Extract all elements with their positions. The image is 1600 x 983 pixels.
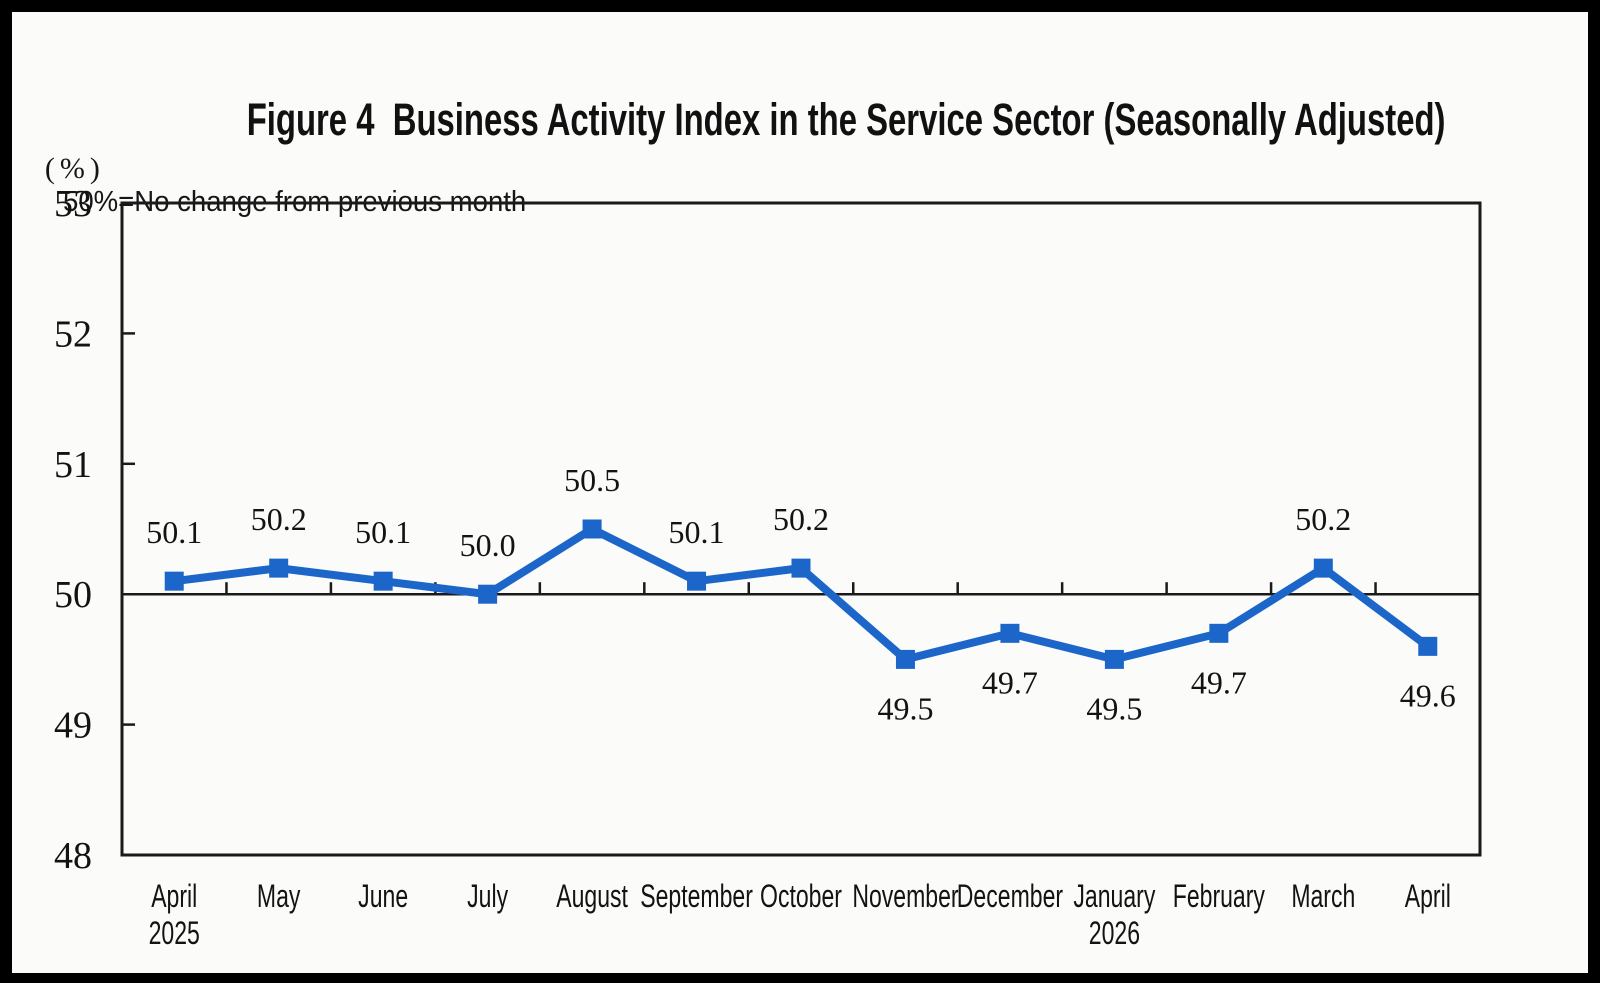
- y-tick-label: 51: [54, 444, 92, 486]
- data-point-label: 50.5: [564, 462, 620, 498]
- x-tick-label: April: [151, 878, 197, 914]
- y-tick-label: 52: [54, 313, 92, 355]
- data-point-marker: [1000, 623, 1020, 643]
- data-point-marker: [1209, 623, 1229, 643]
- data-point-marker: [1313, 558, 1333, 578]
- data-point-label: 49.5: [877, 690, 933, 726]
- data-point-marker: [1418, 636, 1438, 656]
- data-point-label: 49.7: [1191, 664, 1247, 700]
- x-tick-label: April: [1405, 878, 1451, 914]
- x-tick-label: December: [957, 878, 1063, 914]
- figure-page-background: [12, 12, 1588, 973]
- data-point-label: 50.2: [1295, 501, 1351, 537]
- x-tick-label: May: [257, 878, 301, 914]
- x-tick-label: June: [358, 878, 408, 914]
- data-point-label: 50.0: [460, 527, 516, 563]
- y-tick-label: 50: [54, 574, 92, 616]
- x-year-label: 2026: [1089, 915, 1140, 951]
- data-point-marker: [269, 558, 289, 578]
- x-tick-label: January: [1073, 878, 1155, 914]
- data-point-marker: [164, 571, 184, 591]
- data-point-label: 50.2: [773, 501, 829, 537]
- data-point-label: 50.1: [146, 514, 202, 550]
- figure-title: Figure 4 Business Activity Index in the …: [0, 42, 1600, 146]
- plot-frame: [120, 201, 1482, 857]
- x-tick-label: July: [467, 878, 508, 914]
- data-point-marker: [478, 584, 498, 604]
- x-tick-label: March: [1291, 878, 1355, 914]
- data-point-marker: [791, 558, 811, 578]
- data-point-label: 49.6: [1400, 677, 1456, 713]
- data-point-label: 50.2: [251, 501, 307, 537]
- data-point-label: 50.1: [355, 514, 411, 550]
- x-tick-label: September: [640, 878, 753, 914]
- y-tick-label: 49: [54, 705, 92, 747]
- x-tick-label: February: [1173, 878, 1265, 914]
- data-point-label: 49.5: [1086, 690, 1142, 726]
- x-tick-label: October: [760, 878, 842, 914]
- figure-title-text: Figure 4 Business Activity Index in the …: [246, 94, 1446, 145]
- x-tick-label: August: [556, 878, 628, 914]
- data-point-marker: [687, 571, 707, 591]
- data-point-label: 49.7: [982, 664, 1038, 700]
- data-point-label: 50.1: [669, 514, 725, 550]
- x-year-label: 2025: [149, 915, 200, 951]
- data-point-marker: [373, 571, 393, 591]
- y-axis-unit-label: (%): [44, 152, 105, 185]
- data-point-marker: [1104, 649, 1124, 669]
- x-tick-label: November: [852, 878, 958, 914]
- data-point-marker: [895, 649, 915, 669]
- data-point-marker: [582, 519, 602, 539]
- y-tick-label: 53: [54, 183, 92, 225]
- y-tick-label: 48: [54, 835, 92, 877]
